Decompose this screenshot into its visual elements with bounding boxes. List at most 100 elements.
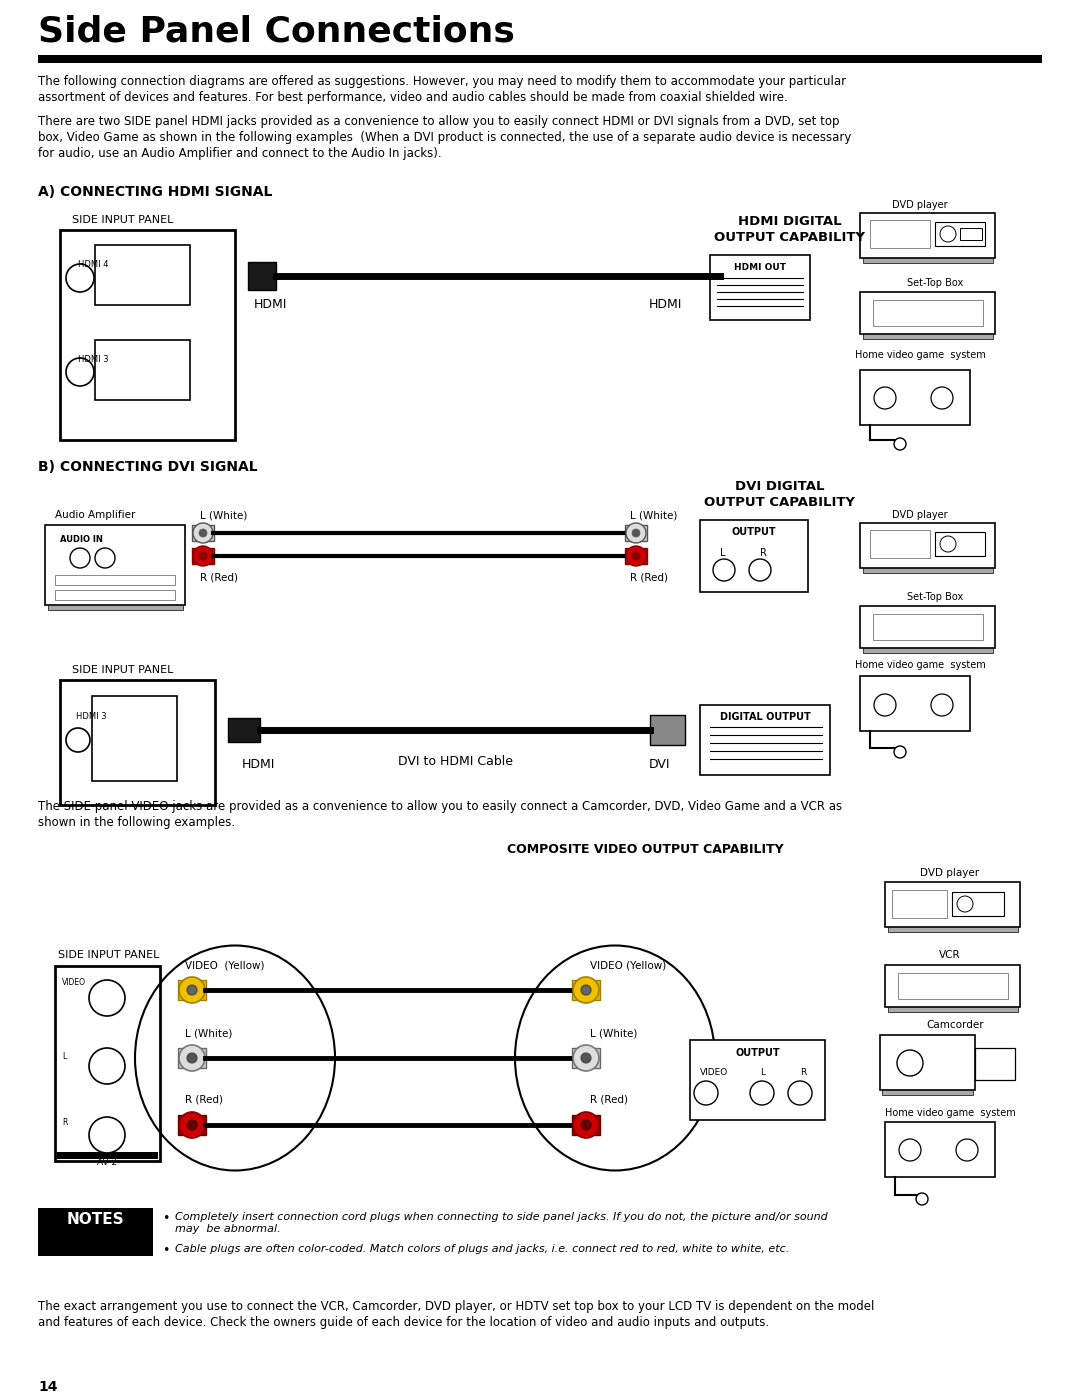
Bar: [885, 882, 1020, 928]
Text: L (White): L (White): [185, 1028, 232, 1038]
Text: L (White): L (White): [630, 510, 677, 520]
Text: HDMI: HDMI: [648, 298, 681, 312]
Bar: [863, 334, 993, 339]
Circle shape: [193, 546, 213, 566]
Circle shape: [940, 536, 956, 552]
Circle shape: [89, 1048, 125, 1084]
Bar: [248, 263, 276, 291]
Bar: [57, 1153, 158, 1160]
Bar: [935, 532, 985, 556]
Text: HDMI OUT: HDMI OUT: [734, 263, 786, 272]
Text: NOTES: NOTES: [66, 1213, 124, 1227]
Bar: [880, 1035, 975, 1090]
Text: DVI DIGITAL
OUTPUT CAPABILITY: DVI DIGITAL OUTPUT CAPABILITY: [704, 481, 855, 509]
Text: R (Red): R (Red): [185, 1095, 222, 1105]
Bar: [863, 648, 993, 652]
Bar: [951, 893, 1004, 916]
Text: Home video game  system: Home video game system: [854, 351, 985, 360]
Bar: [975, 1048, 1015, 1080]
Bar: [892, 890, 947, 918]
Bar: [888, 928, 1018, 932]
Circle shape: [750, 559, 771, 581]
Circle shape: [199, 529, 207, 536]
Bar: [192, 548, 214, 564]
Text: COMPOSITE VIDEO OUTPUT CAPABILITY: COMPOSITE VIDEO OUTPUT CAPABILITY: [507, 842, 783, 856]
Bar: [178, 1048, 206, 1067]
Text: OUTPUT: OUTPUT: [735, 1048, 781, 1058]
Circle shape: [193, 522, 213, 543]
Text: HDMI 3: HDMI 3: [76, 712, 107, 721]
Bar: [863, 569, 993, 573]
Circle shape: [897, 1051, 923, 1076]
Bar: [55, 576, 175, 585]
Text: L: L: [62, 1052, 66, 1060]
Circle shape: [179, 977, 205, 1003]
Bar: [45, 525, 185, 605]
Bar: [863, 258, 993, 263]
Bar: [650, 715, 685, 745]
Text: VIDEO: VIDEO: [62, 978, 86, 988]
Text: VIDEO (Yellow): VIDEO (Yellow): [590, 960, 666, 970]
Bar: [720, 263, 748, 291]
Bar: [885, 965, 1020, 1007]
Text: SIDE INPUT PANEL: SIDE INPUT PANEL: [72, 665, 174, 675]
Circle shape: [931, 387, 953, 409]
Circle shape: [874, 387, 896, 409]
Circle shape: [916, 1193, 928, 1206]
Text: VIDEO  (Yellow): VIDEO (Yellow): [185, 960, 265, 970]
Text: The exact arrangement you use to connect the VCR, Camcorder, DVD player, or HDTV: The exact arrangement you use to connect…: [38, 1301, 875, 1329]
Text: DVD player: DVD player: [892, 200, 948, 210]
Bar: [860, 522, 995, 569]
Circle shape: [626, 522, 646, 543]
Text: There are two SIDE panel HDMI jacks provided as a convenience to allow you to ea: There are two SIDE panel HDMI jacks prov…: [38, 115, 851, 161]
Text: Camcorder: Camcorder: [927, 1020, 984, 1030]
Circle shape: [894, 746, 906, 759]
Text: R (Red): R (Red): [590, 1095, 627, 1105]
Circle shape: [70, 548, 90, 569]
Bar: [860, 676, 970, 731]
Text: DIGITAL OUTPUT: DIGITAL OUTPUT: [719, 712, 810, 722]
Text: R: R: [760, 548, 767, 557]
Text: L: L: [720, 548, 726, 557]
Circle shape: [89, 981, 125, 1016]
Circle shape: [931, 694, 953, 717]
Circle shape: [179, 1112, 205, 1139]
Text: DVD player: DVD player: [892, 510, 948, 520]
Bar: [873, 615, 983, 640]
Bar: [55, 965, 160, 1161]
Text: Audio Amplifier: Audio Amplifier: [55, 510, 135, 520]
Bar: [38, 1208, 153, 1256]
Text: DVD player: DVD player: [920, 868, 980, 877]
Bar: [870, 219, 930, 249]
Circle shape: [632, 552, 640, 560]
Circle shape: [66, 358, 94, 386]
Circle shape: [694, 1081, 718, 1105]
Circle shape: [573, 977, 599, 1003]
Circle shape: [199, 552, 207, 560]
Text: •: •: [162, 1243, 170, 1257]
Bar: [95, 244, 190, 305]
Circle shape: [874, 694, 896, 717]
Bar: [55, 590, 175, 599]
Circle shape: [581, 985, 591, 995]
Text: 14: 14: [38, 1380, 57, 1394]
Bar: [935, 222, 985, 246]
Text: Side Panel Connections: Side Panel Connections: [38, 15, 515, 49]
Text: •: •: [162, 1213, 170, 1225]
Bar: [897, 972, 1008, 999]
Text: SIDE INPUT PANEL: SIDE INPUT PANEL: [58, 950, 160, 960]
Text: Home video game  system: Home video game system: [854, 659, 985, 671]
Bar: [960, 228, 982, 240]
Text: OUTPUT: OUTPUT: [731, 527, 777, 536]
Bar: [60, 680, 215, 805]
Text: AV 2: AV 2: [97, 1158, 117, 1166]
Circle shape: [89, 1118, 125, 1153]
Circle shape: [788, 1081, 812, 1105]
Text: VIDEO: VIDEO: [700, 1067, 728, 1077]
Bar: [178, 981, 206, 1000]
Circle shape: [66, 728, 90, 752]
Text: The SIDE panel VIDEO jacks are provided as a convenience to allow you to easily : The SIDE panel VIDEO jacks are provided …: [38, 800, 842, 828]
Text: L: L: [760, 1067, 765, 1077]
Text: R (Red): R (Red): [200, 571, 238, 583]
Bar: [228, 718, 260, 742]
